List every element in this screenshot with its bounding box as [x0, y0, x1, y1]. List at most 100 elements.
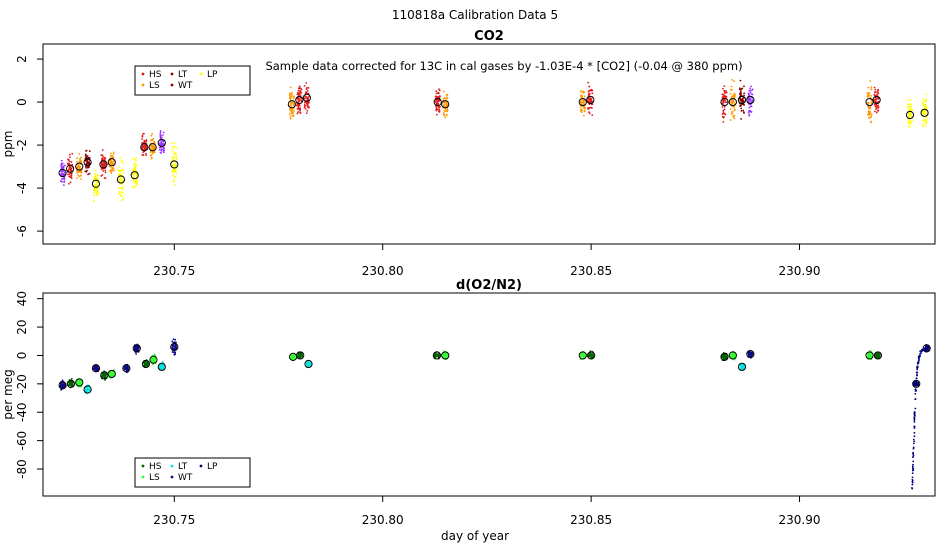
- data-cluster: [737, 79, 747, 120]
- data-point: [589, 99, 592, 102]
- data-point: [300, 91, 303, 94]
- data-point: [748, 106, 751, 109]
- data-points: [58, 78, 929, 202]
- data-point: [79, 171, 82, 174]
- data-point: [60, 180, 63, 183]
- y-tick-label: -60: [15, 431, 29, 451]
- data-point: [305, 112, 308, 114]
- data-point: [133, 175, 135, 178]
- data-point: [906, 106, 909, 109]
- data-point: [912, 460, 915, 463]
- data-point: [171, 340, 174, 343]
- data-point: [723, 92, 726, 94]
- data-point: [303, 103, 306, 106]
- data-point: [443, 114, 446, 117]
- data-point: [877, 97, 880, 100]
- data-point: [100, 175, 103, 177]
- data-cluster: [865, 80, 874, 124]
- data-point: [292, 114, 295, 117]
- legend-marker: [199, 464, 203, 468]
- data-point: [874, 354, 877, 357]
- data-point: [133, 347, 136, 350]
- drift-series: [911, 348, 924, 490]
- data-point: [306, 86, 308, 89]
- cluster-mean-marker: [920, 108, 929, 117]
- data-point: [738, 88, 741, 91]
- cluster-mean-marker: [720, 352, 729, 361]
- data-point: [592, 354, 594, 357]
- data-point: [174, 338, 177, 341]
- cluster-mean-marker: [737, 95, 747, 105]
- data-cluster: [149, 353, 158, 366]
- legend-box: [134, 65, 251, 96]
- data-point: [94, 189, 97, 192]
- data-point: [723, 89, 726, 92]
- data-point: [292, 354, 295, 357]
- data-point: [160, 141, 163, 144]
- data-point: [133, 185, 136, 188]
- data-point: [743, 92, 746, 95]
- data-point: [740, 100, 743, 103]
- data-point: [70, 172, 73, 175]
- data-point: [61, 170, 64, 173]
- data-point: [122, 171, 125, 174]
- data-point: [921, 110, 924, 113]
- data-point: [76, 167, 79, 170]
- data-point: [305, 82, 308, 84]
- data-point: [67, 381, 70, 384]
- data-point: [97, 181, 100, 184]
- data-point: [305, 88, 308, 91]
- data-point: [134, 158, 137, 161]
- data-cluster: [107, 151, 116, 174]
- data-point: [152, 357, 155, 359]
- data-point: [71, 382, 74, 385]
- data-point: [740, 367, 743, 370]
- data-point: [288, 113, 291, 116]
- data-point: [434, 355, 437, 357]
- data-cluster: [288, 352, 298, 362]
- data-point: [173, 351, 176, 354]
- data-point: [143, 132, 145, 135]
- data-point: [173, 145, 176, 148]
- data-point: [111, 160, 114, 163]
- data-point: [299, 352, 302, 355]
- data-point: [291, 114, 294, 117]
- data-point: [70, 167, 73, 170]
- data-point: [109, 373, 112, 376]
- cluster-mean-marker: [149, 355, 158, 364]
- data-point: [299, 94, 302, 96]
- data-point: [135, 353, 137, 355]
- data-point: [76, 160, 78, 163]
- data-point: [580, 355, 583, 357]
- cluster-mean-marker: [170, 160, 179, 169]
- cluster-mean-marker: [433, 97, 442, 107]
- data-point: [870, 101, 873, 103]
- data-point: [915, 377, 918, 380]
- data-point: [125, 366, 127, 368]
- data-point: [292, 97, 295, 100]
- data-point: [118, 192, 121, 195]
- data-point: [437, 353, 440, 356]
- data-point: [922, 119, 925, 122]
- data-point: [118, 187, 121, 190]
- data-point: [62, 184, 65, 186]
- data-point: [730, 356, 733, 358]
- data-point: [870, 86, 873, 89]
- data-point: [60, 166, 63, 169]
- data-point: [136, 348, 139, 351]
- data-point: [869, 80, 872, 83]
- data-point: [924, 119, 927, 121]
- x-axis-label: day of year: [441, 529, 509, 543]
- data-point: [173, 353, 176, 356]
- cluster-mean-marker: [75, 378, 84, 387]
- data-point: [583, 107, 586, 110]
- data-point: [439, 105, 441, 108]
- cluster-mean-marker: [302, 93, 311, 102]
- data-point: [78, 175, 81, 178]
- data-point: [877, 101, 880, 103]
- data-point: [110, 162, 113, 165]
- data-cluster: [578, 350, 587, 361]
- data-point: [289, 86, 292, 89]
- data-point: [445, 356, 447, 359]
- data-cluster: [304, 359, 313, 369]
